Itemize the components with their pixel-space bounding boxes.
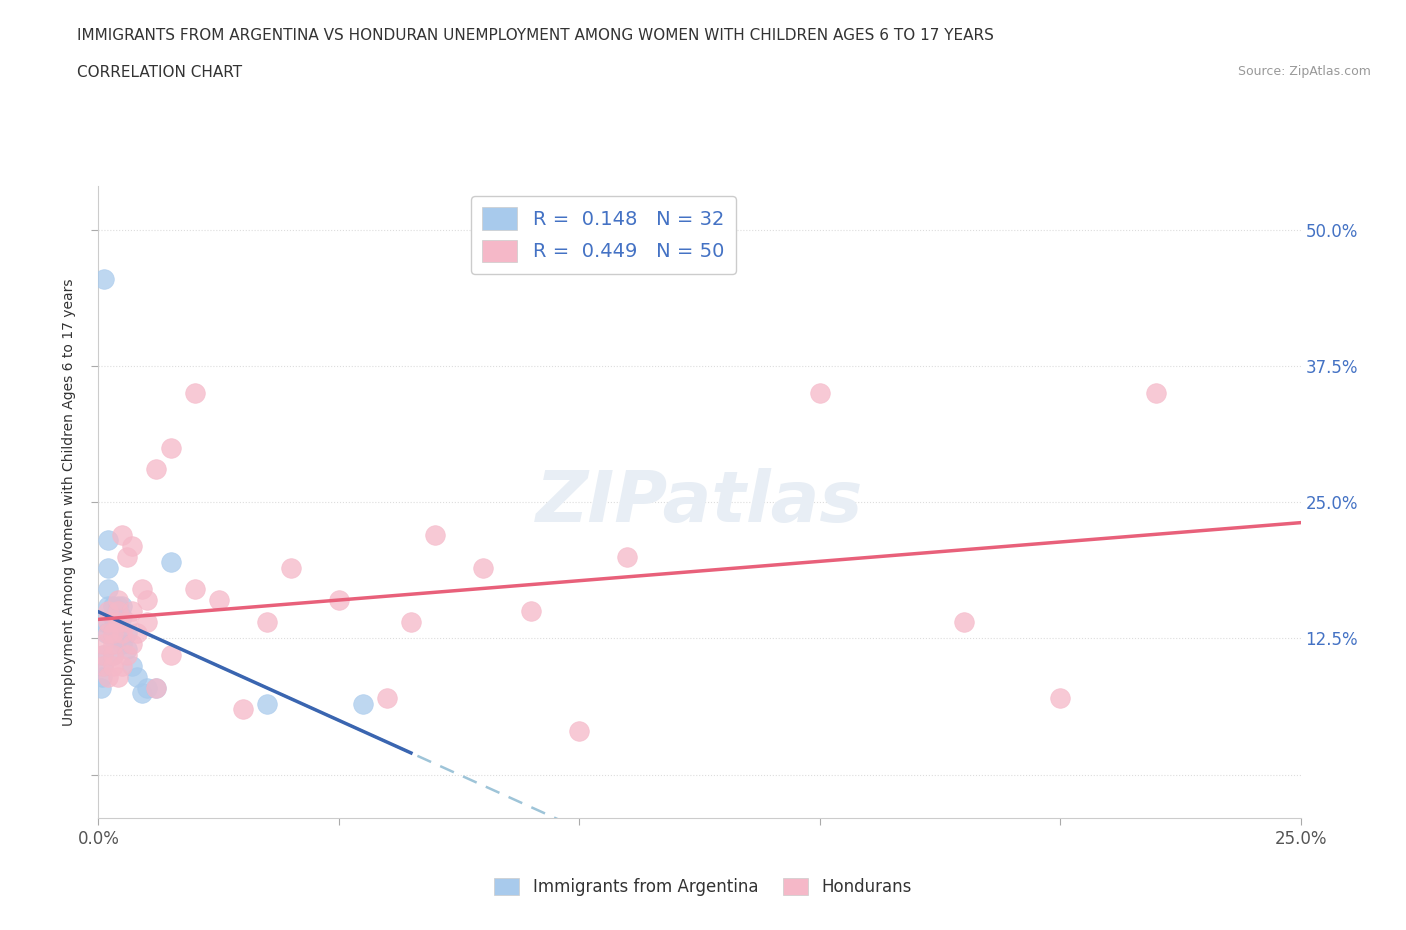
Point: [808, 386, 831, 401]
Point: [423, 527, 446, 542]
Point: [90, 680, 112, 695]
Point: [101, 620, 124, 635]
Point: [101, 636, 124, 651]
Point: [117, 642, 139, 657]
Point: [145, 680, 167, 695]
Point: [90, 670, 112, 684]
Text: Source: ZipAtlas.com: Source: ZipAtlas.com: [1237, 65, 1371, 78]
Point: [616, 550, 638, 565]
Point: [101, 647, 124, 662]
Point: [568, 724, 591, 738]
Point: [135, 593, 157, 608]
Text: ZIPatlas: ZIPatlas: [536, 468, 863, 537]
Point: [111, 527, 134, 542]
Y-axis label: Unemployment Among Women with Children Ages 6 to 17 years: Unemployment Among Women with Children A…: [62, 278, 76, 726]
Point: [256, 615, 278, 630]
Text: CORRELATION CHART: CORRELATION CHART: [77, 65, 242, 80]
Point: [145, 680, 167, 695]
Point: [97, 598, 120, 613]
Point: [107, 593, 129, 608]
Point: [135, 680, 157, 695]
Point: [117, 550, 139, 565]
Point: [1144, 386, 1167, 401]
Point: [97, 533, 120, 548]
Point: [97, 626, 120, 641]
Point: [121, 636, 143, 651]
Point: [101, 647, 124, 662]
Point: [107, 598, 129, 613]
Point: [232, 702, 254, 717]
Point: [183, 386, 205, 401]
Point: [125, 670, 148, 684]
Point: [91, 647, 114, 662]
Point: [107, 609, 129, 624]
Legend: Immigrants from Argentina, Hondurans: Immigrants from Argentina, Hondurans: [488, 871, 918, 903]
Text: IMMIGRANTS FROM ARGENTINA VS HONDURAN UNEMPLOYMENT AMONG WOMEN WITH CHILDREN AGE: IMMIGRANTS FROM ARGENTINA VS HONDURAN UN…: [77, 28, 994, 43]
Point: [111, 609, 134, 624]
Point: [101, 626, 124, 641]
Point: [91, 658, 114, 673]
Point: [121, 604, 143, 618]
Legend: R =  0.148   N = 32, R =  0.449   N = 50: R = 0.148 N = 32, R = 0.449 N = 50: [471, 195, 735, 273]
Point: [91, 636, 114, 651]
Point: [111, 636, 134, 651]
Point: [111, 658, 134, 673]
Point: [93, 272, 115, 286]
Point: [131, 685, 153, 700]
Point: [121, 538, 143, 553]
Point: [121, 658, 143, 673]
Point: [159, 647, 181, 662]
Point: [101, 658, 124, 673]
Point: [520, 604, 543, 618]
Point: [183, 582, 205, 597]
Point: [117, 626, 139, 641]
Point: [159, 554, 181, 569]
Point: [208, 593, 231, 608]
Point: [399, 615, 422, 630]
Point: [107, 604, 129, 618]
Point: [280, 560, 302, 575]
Point: [117, 615, 139, 630]
Point: [91, 647, 114, 662]
Point: [97, 560, 120, 575]
Point: [159, 440, 181, 455]
Point: [97, 582, 120, 597]
Point: [107, 631, 129, 646]
Point: [1049, 691, 1071, 706]
Point: [131, 582, 153, 597]
Point: [107, 615, 129, 630]
Point: [91, 658, 114, 673]
Point: [472, 560, 495, 575]
Point: [256, 697, 278, 711]
Point: [145, 462, 167, 477]
Point: [101, 609, 124, 624]
Point: [111, 626, 134, 641]
Point: [97, 604, 120, 618]
Point: [97, 670, 120, 684]
Point: [953, 615, 976, 630]
Point: [97, 615, 120, 630]
Point: [107, 670, 129, 684]
Point: [101, 598, 124, 613]
Point: [352, 697, 374, 711]
Point: [101, 631, 124, 646]
Point: [117, 647, 139, 662]
Point: [125, 626, 148, 641]
Point: [135, 615, 157, 630]
Point: [375, 691, 398, 706]
Point: [93, 615, 115, 630]
Point: [328, 593, 350, 608]
Point: [94, 626, 117, 641]
Point: [111, 598, 134, 613]
